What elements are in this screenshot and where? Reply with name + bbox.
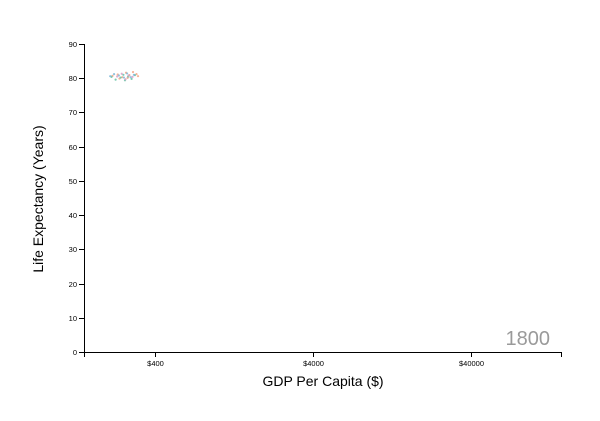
x-tick-label: $40000	[459, 359, 484, 368]
data-point[interactable]	[117, 74, 120, 77]
x-tick-label: $4000	[303, 359, 324, 368]
x-tick-label: $400	[147, 359, 164, 368]
data-point[interactable]	[122, 76, 126, 79]
data-point[interactable]	[112, 73, 116, 76]
data-points	[109, 70, 140, 82]
data-point[interactable]	[109, 75, 112, 78]
data-point[interactable]	[131, 75, 134, 78]
data-point[interactable]	[136, 75, 140, 78]
x-axis-ticks: $400 $4000 $40000	[84, 352, 562, 368]
y-tick-label: 80	[69, 74, 77, 83]
x-axis-title: GDP Per Capita ($)	[262, 373, 383, 389]
y-tick-label: 70	[69, 108, 77, 117]
data-point[interactable]	[129, 76, 132, 79]
y-tick-label: 40	[69, 211, 77, 220]
data-point[interactable]	[130, 77, 133, 81]
data-point[interactable]	[120, 72, 123, 75]
y-tick-label: 0	[73, 348, 77, 357]
y-tick-label: 90	[69, 40, 77, 49]
x-axis: $400 $4000 $40000	[84, 352, 562, 368]
y-tick-label: 10	[69, 314, 77, 323]
data-point[interactable]	[116, 75, 119, 78]
y-tick-label: 60	[69, 143, 77, 152]
y-axis: 0 10 20 30 40 50 60 70 80 90	[69, 40, 85, 357]
y-axis-ticks: 0 10 20 30 40 50 60 70 80 90	[69, 40, 84, 357]
data-point[interactable]	[121, 76, 124, 79]
data-point[interactable]	[125, 72, 129, 75]
data-point[interactable]	[122, 73, 125, 76]
data-point[interactable]	[114, 78, 117, 81]
year-label: 1800	[506, 328, 551, 350]
data-point[interactable]	[135, 73, 138, 76]
y-axis-title: Life Expectancy (Years)	[30, 125, 46, 272]
data-point[interactable]	[127, 74, 130, 77]
data-point[interactable]	[119, 76, 122, 79]
y-tick-label: 30	[69, 245, 77, 254]
y-tick-label: 20	[69, 280, 77, 289]
data-point[interactable]	[124, 78, 127, 81]
data-point[interactable]	[131, 70, 135, 74]
data-point[interactable]	[132, 73, 136, 76]
y-tick-label: 50	[69, 177, 77, 186]
